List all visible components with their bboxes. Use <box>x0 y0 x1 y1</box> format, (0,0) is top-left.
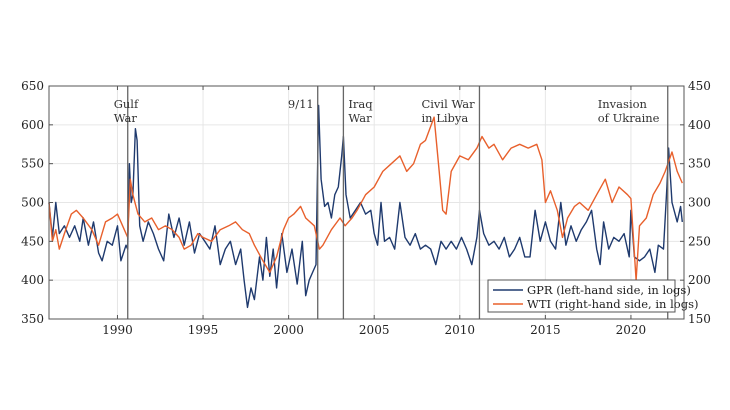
x-tick-label: 1990 <box>102 323 133 337</box>
right-y-tick-label: 350 <box>688 157 711 171</box>
x-tick-label: 2020 <box>616 323 647 337</box>
event-label: Gulf <box>114 97 139 111</box>
x-tick-label: 2000 <box>273 323 304 337</box>
right-y-tick-label: 200 <box>688 273 711 287</box>
event-label: War <box>114 111 138 125</box>
left-y-tick-label: 500 <box>21 196 44 210</box>
left-y-tick-label: 650 <box>21 79 44 93</box>
left-y-tick-label: 550 <box>21 157 44 171</box>
wti-line <box>48 116 683 281</box>
event-label: War <box>348 111 372 125</box>
x-tick-label: 1995 <box>188 323 219 337</box>
x-tick-label: 2010 <box>445 323 476 337</box>
legend-label: WTI (right-hand side, in logs) <box>527 297 698 311</box>
event-label: 9/11 <box>288 97 314 111</box>
right-y-tick-label: 150 <box>688 312 711 326</box>
x-tick-label: 2005 <box>359 323 390 337</box>
legend-box <box>487 279 676 313</box>
axis-ticks: 1990 1995 2000 2005 2010 2015 2020 350 400 450 500… <box>21 79 711 337</box>
series-lines <box>48 104 683 309</box>
left-y-tick-label: 600 <box>21 118 44 132</box>
left-y-tick-label: 400 <box>21 273 44 287</box>
right-y-tick-label: 450 <box>688 79 711 93</box>
event-label: Civil War <box>421 97 475 111</box>
event-label: Iraq <box>348 97 373 111</box>
event-label: in Libya <box>421 111 468 125</box>
left-y-tick-label: 350 <box>21 312 44 326</box>
left-y-tick-label: 450 <box>21 234 44 248</box>
right-y-tick-label: 300 <box>688 196 711 210</box>
event-label: of Ukraine <box>598 111 660 125</box>
event-label: Invasion <box>598 97 648 111</box>
right-y-tick-label: 250 <box>688 234 711 248</box>
x-tick-label: 2015 <box>530 323 561 337</box>
legend: GPR (left-hand side, in logs)WTI (right-… <box>487 279 698 313</box>
right-y-tick-label: 400 <box>688 118 711 132</box>
legend-label: GPR (left-hand side, in logs) <box>527 283 691 297</box>
gpr-line <box>48 104 683 309</box>
